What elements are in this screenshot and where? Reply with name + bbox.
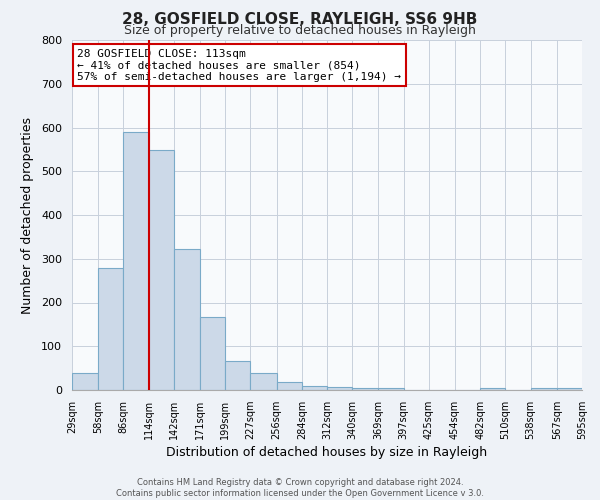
Text: Contains HM Land Registry data © Crown copyright and database right 2024.
Contai: Contains HM Land Registry data © Crown c…	[116, 478, 484, 498]
Bar	[557, 388, 582, 390]
Bar	[379, 388, 404, 390]
Bar	[327, 386, 352, 390]
Y-axis label: Number of detached properties: Number of detached properties	[21, 116, 34, 314]
Bar	[530, 388, 557, 390]
Bar	[124, 132, 149, 390]
Bar	[480, 388, 505, 390]
Bar	[225, 360, 250, 390]
Text: Size of property relative to detached houses in Rayleigh: Size of property relative to detached ho…	[124, 24, 476, 37]
Bar	[250, 374, 277, 390]
Bar	[174, 249, 200, 390]
Bar	[200, 316, 225, 390]
Bar	[352, 388, 379, 390]
X-axis label: Distribution of detached houses by size in Rayleigh: Distribution of detached houses by size …	[166, 446, 488, 459]
Bar	[72, 374, 98, 390]
Bar	[277, 382, 302, 390]
Bar	[149, 150, 174, 390]
Bar	[98, 268, 124, 390]
Text: 28 GOSFIELD CLOSE: 113sqm
← 41% of detached houses are smaller (854)
57% of semi: 28 GOSFIELD CLOSE: 113sqm ← 41% of detac…	[77, 49, 401, 82]
Bar	[302, 386, 327, 390]
Text: 28, GOSFIELD CLOSE, RAYLEIGH, SS6 9HB: 28, GOSFIELD CLOSE, RAYLEIGH, SS6 9HB	[122, 12, 478, 28]
